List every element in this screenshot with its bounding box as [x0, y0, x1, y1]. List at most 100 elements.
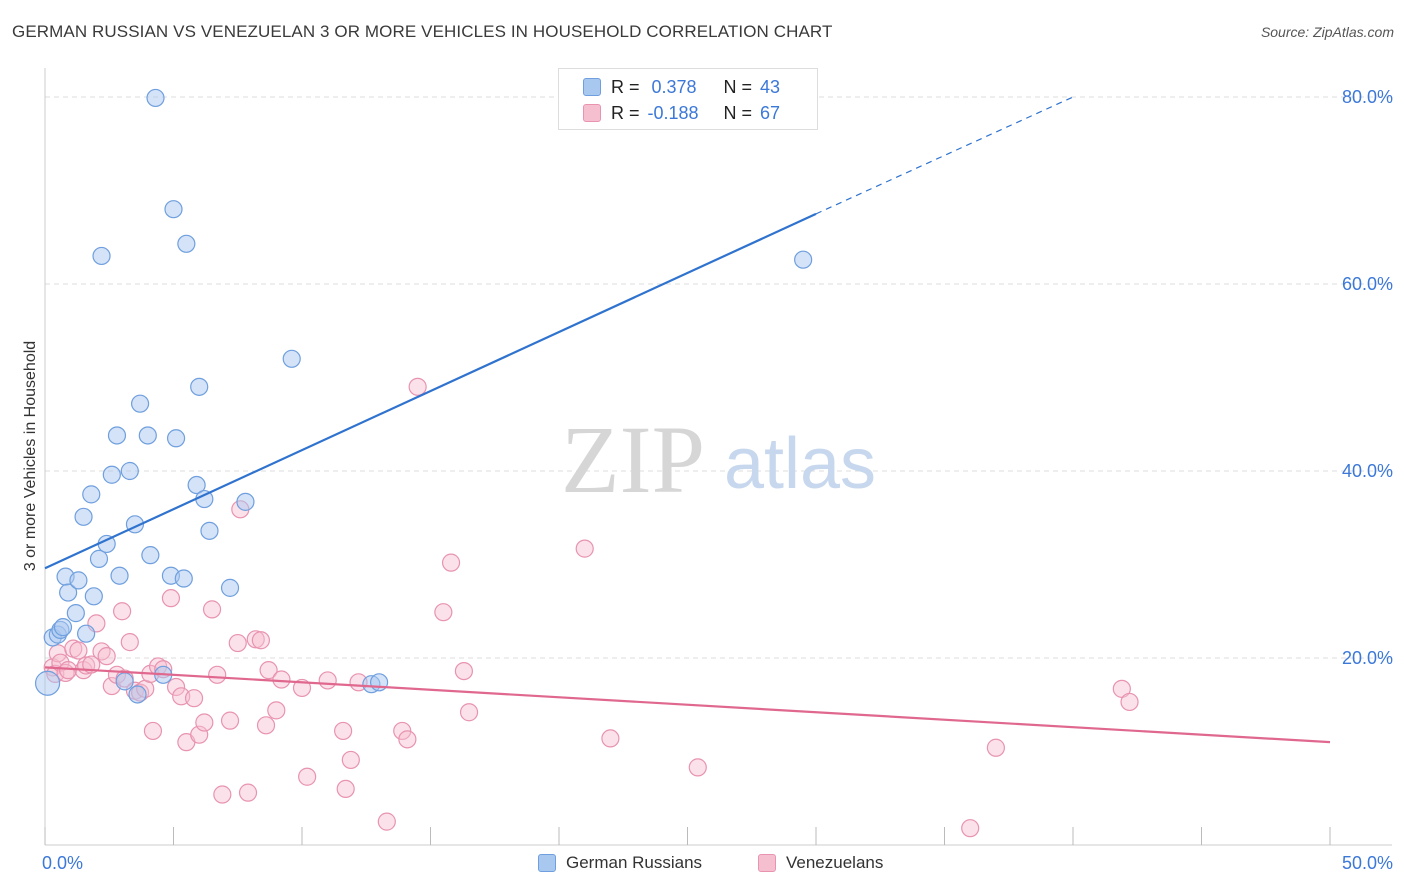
german-russians-point: [138, 426, 157, 445]
german-russians-point: [370, 673, 389, 692]
german-russians-point: [164, 200, 183, 219]
german-russians-point: [89, 549, 109, 568]
legend-item-venezuelans[interactable]: Venezuelans: [758, 853, 883, 873]
axes: [44, 68, 1392, 846]
n-value: 43: [760, 76, 781, 97]
r-value: 0.378: [651, 76, 697, 97]
german-russians-point: [74, 507, 93, 526]
german-russians-point: [102, 465, 121, 484]
r-label: R =: [611, 76, 640, 97]
venezuelans-point: [341, 750, 360, 770]
venezuelans-point: [267, 701, 286, 720]
venezuelans-point: [97, 647, 116, 666]
german-russians-point: [77, 624, 96, 643]
venezuelans-point: [272, 670, 291, 689]
venezuelans-point: [398, 730, 417, 749]
german-russians-point: [141, 546, 160, 565]
venezuelans-point: [184, 689, 204, 708]
venezuelans-point: [120, 633, 139, 652]
german-russians-point: [110, 566, 129, 585]
german-russians-point: [69, 571, 88, 590]
venezuelans-trend-line: [44, 666, 1331, 744]
german-russians-point: [120, 461, 139, 481]
stat-row-venezuelans: R = -0.188 N = 67: [583, 101, 780, 125]
german-russians-point: [282, 349, 301, 368]
german-russians-points: [34, 88, 813, 704]
venezuelans-point: [112, 602, 132, 621]
stats-box: R = 0.378 N = 43 R = -0.188 N = 67: [558, 68, 818, 130]
venezuelans-point: [228, 633, 247, 653]
x-tick-label: 0.0%: [42, 853, 83, 873]
venezuelans-point: [298, 767, 317, 786]
n-label: N =: [723, 102, 753, 123]
german-russians-point: [166, 429, 186, 448]
german-russians-swatch: [583, 78, 601, 96]
venezuelans-point: [195, 713, 214, 732]
german-russians-point: [92, 246, 111, 266]
german-russians-trend-extension: [815, 96, 1074, 215]
venezuelans-point: [986, 738, 1006, 757]
venezuelans-point: [256, 716, 276, 735]
y-tick-label: 80.0%: [1342, 87, 1393, 107]
german-russians-point: [82, 485, 101, 504]
venezuelans-point: [377, 812, 396, 831]
german-russians-point: [59, 583, 78, 602]
german-russians-point: [190, 377, 209, 396]
venezuelans-point: [208, 665, 227, 684]
venezuelans-point: [220, 711, 240, 730]
venezuelans-point: [961, 819, 980, 838]
german-russians-point: [187, 475, 206, 495]
venezuelans-point: [202, 600, 222, 619]
venezuelans-point: [259, 661, 278, 680]
german-russians-point: [200, 521, 219, 540]
legend: German Russians Venezuelans: [0, 850, 1406, 880]
venezuelans-point: [238, 783, 258, 802]
chart-title: GERMAN RUSSIAN VS VENEZUELAN 3 OR MORE V…: [12, 22, 833, 41]
german-russians-point: [220, 578, 240, 597]
venezuelans-point: [166, 677, 186, 697]
n-label: N =: [723, 76, 753, 97]
venezuelans-point: [292, 678, 312, 698]
venezuelans-point: [143, 721, 163, 741]
r-value: -0.188: [647, 102, 699, 123]
gridlines: [45, 96, 1392, 659]
venezuelans-point: [246, 630, 265, 649]
y-tick-label: 40.0%: [1342, 461, 1393, 481]
venezuelans-legend-swatch: [758, 854, 776, 872]
german-russians-point: [115, 672, 134, 691]
venezuelans-swatch: [583, 104, 601, 122]
venezuelans-point: [1120, 692, 1139, 712]
venezuelans-point: [213, 785, 232, 804]
german-russians-point: [53, 618, 73, 637]
venezuelans-point: [575, 539, 594, 558]
legend-label: Venezuelans: [786, 853, 884, 872]
venezuelans-point: [161, 589, 181, 608]
venezuelans-point: [336, 779, 355, 799]
legend-item-german-russians[interactable]: German Russians: [538, 853, 702, 873]
watermark-zip: ZIP: [561, 406, 705, 513]
german-russians-point: [66, 604, 85, 623]
german-russians-point: [177, 234, 196, 253]
legend-label: German Russians: [566, 853, 703, 872]
venezuelans-point: [318, 671, 337, 690]
german-russians-trend-line: [44, 212, 817, 570]
venezuelans-point: [601, 729, 620, 748]
stat-row-german-russians: R = 0.378 N = 43: [583, 75, 781, 99]
german-russians-point: [130, 394, 150, 413]
venezuelans-point: [251, 631, 270, 650]
watermark-atlas: atlas: [724, 424, 876, 504]
german-russians-point: [174, 569, 193, 588]
y-tick-label: 60.0%: [1342, 274, 1393, 294]
y-tick-label: 20.0%: [1342, 648, 1393, 668]
venezuelans-point: [459, 703, 479, 722]
german-russians-legend-swatch: [538, 854, 556, 872]
venezuelans-point: [334, 721, 353, 741]
r-label: R =: [611, 102, 640, 123]
venezuelans-point: [688, 758, 707, 777]
venezuelans-point: [454, 661, 474, 681]
tick-labels: 20.0% 40.0% 60.0% 80.0% 0.0% 50.0%: [42, 87, 1393, 873]
german-russians-point: [236, 492, 255, 511]
german-russians-point: [146, 88, 165, 108]
german-russians-point: [84, 587, 103, 606]
